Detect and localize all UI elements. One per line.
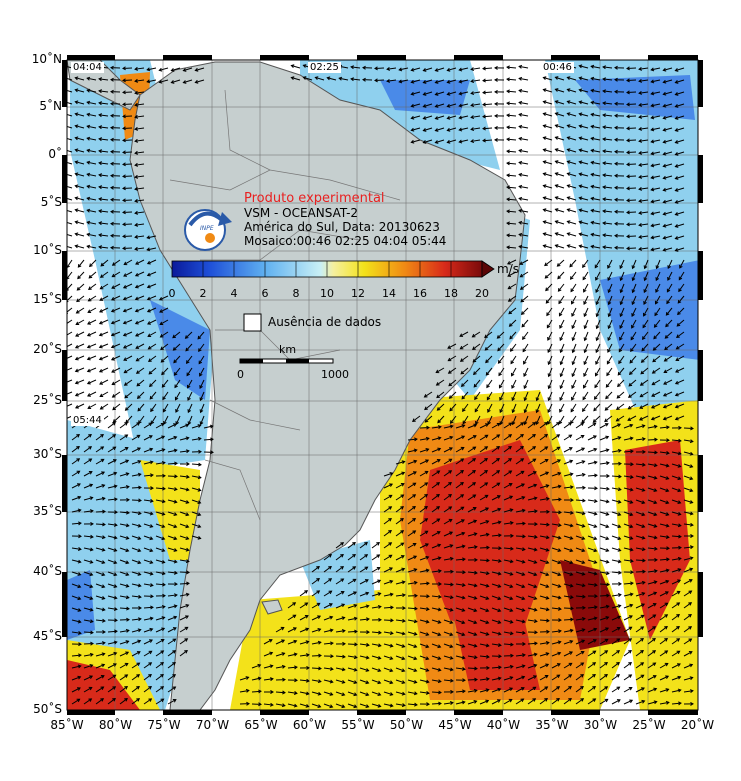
colorbar-tick-label: 16 [413, 287, 427, 300]
scale-unit: km [279, 343, 297, 356]
legend-title: Produto experimental [244, 191, 385, 206]
colorbar-tick-label: 2 [199, 287, 207, 300]
colorbar-tick-label: 4 [230, 287, 238, 300]
lat-label: 25˚S [33, 393, 62, 407]
colorbar-tick-label: 20 [475, 287, 489, 300]
lon-label: 60˚W [292, 718, 327, 732]
colorbar-ticks [202, 261, 452, 277]
lon-label: 45˚W [438, 718, 472, 732]
lat-label: 40˚S [33, 564, 62, 578]
colorbar-tick-label: 8 [292, 287, 300, 300]
lat-label: 50˚S [33, 702, 62, 716]
legend-region-date: América do Sul, Data: 20130623 [244, 220, 440, 234]
lat-label: 10˚S [33, 243, 62, 257]
lat-label: 20˚S [33, 342, 62, 356]
lat-label: 35˚S [33, 504, 62, 518]
graticule [67, 60, 698, 710]
lon-label: 25˚W [632, 718, 666, 732]
lat-label: 45˚S [33, 629, 62, 643]
falkland-islands [261, 599, 283, 615]
lon-label: 75˚W [147, 718, 181, 732]
missing-data-label: Ausência de dados [268, 315, 382, 329]
legend-mosaic: Mosaico:00:46 02:25 04:04 05:44 [244, 234, 447, 248]
lat-label: 5˚N [39, 99, 62, 113]
lon-label: 70˚W [195, 718, 230, 732]
colorbar-tick-label: 12 [351, 287, 365, 300]
colorbar-unit: m/s [497, 262, 519, 276]
south-america-landmass [129, 61, 526, 710]
swath-pass-3 [545, 60, 698, 710]
frame-checker [62, 55, 703, 715]
pass-time-1: 04:04 [71, 62, 104, 73]
lon-label: 50˚W [389, 718, 424, 732]
colorbar-tick-label: 18 [444, 287, 458, 300]
lat-label: 10˚N [31, 52, 62, 66]
lon-label: 35˚W [535, 718, 569, 732]
scale-min: 0 [237, 368, 244, 381]
colorbar-arrow [481, 260, 495, 278]
lon-label: 20˚W [680, 718, 715, 732]
inpe-logo [184, 209, 232, 251]
lon-label: 55˚W [341, 718, 375, 732]
pass-time-3: 00:46 [541, 62, 574, 73]
colorbar-tick-label: 10 [320, 287, 334, 300]
lon-label: 40˚W [486, 718, 521, 732]
lat-label: 15˚S [33, 292, 62, 306]
colorbar-tick-label: 6 [261, 287, 269, 300]
lat-label: 30˚S [33, 447, 62, 461]
logo-text: INPE [200, 225, 214, 232]
pass-time-4: 05:44 [71, 415, 104, 426]
colorbar-tick-label: 0 [168, 287, 176, 300]
country-borders [169, 89, 401, 521]
lon-label: 85˚W [50, 718, 84, 732]
lon-label: 30˚W [583, 718, 618, 732]
missing-data-swatch [243, 313, 262, 332]
lon-label: 65˚W [244, 718, 278, 732]
pass-time-2: 02:25 [308, 62, 341, 73]
lon-label: 80˚W [98, 718, 133, 732]
colorbar-tick-label: 14 [382, 287, 396, 300]
lat-label: 0˚ [48, 147, 62, 161]
scale-bar [239, 358, 334, 364]
lat-label: 5˚S [40, 195, 62, 209]
scale-max: 1000 [321, 368, 349, 381]
legend-product: VSM - OCEANSAT-2 [244, 206, 359, 220]
